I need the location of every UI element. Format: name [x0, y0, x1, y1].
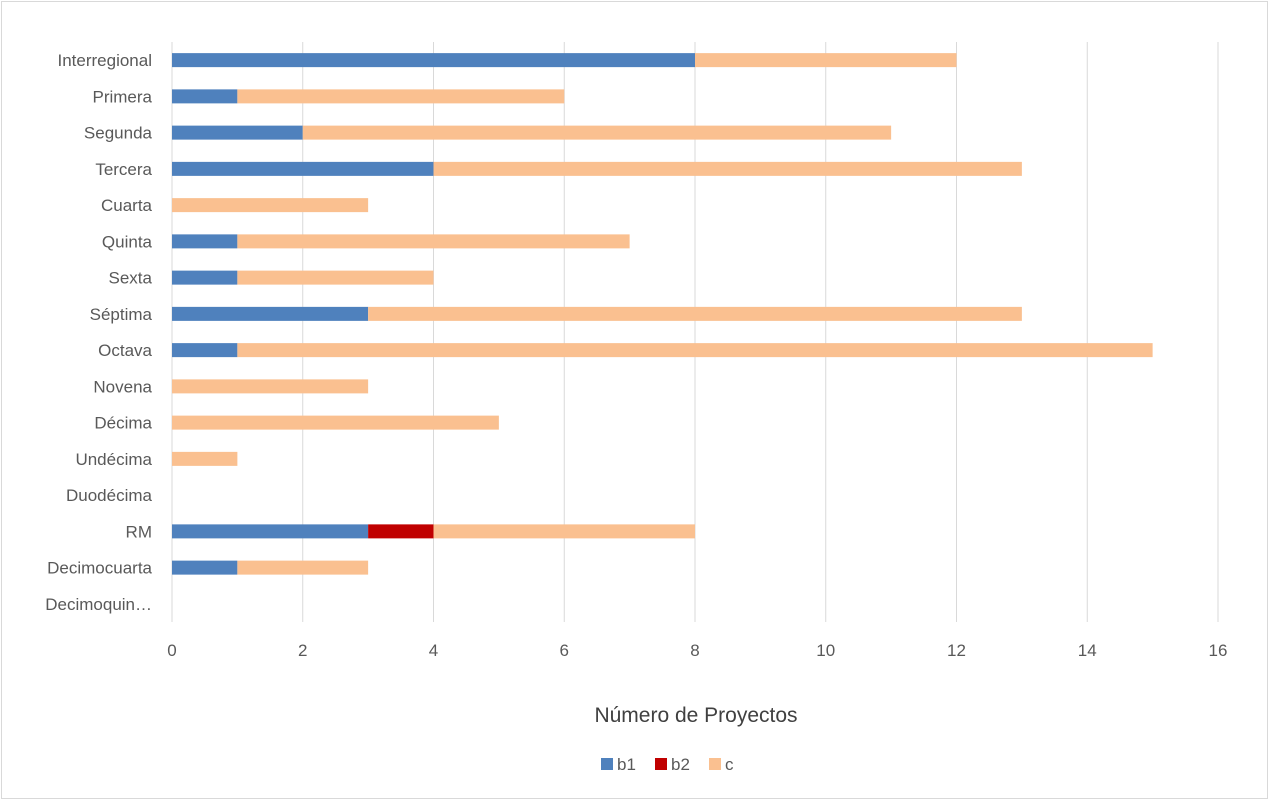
x-tick-label: 12 [947, 641, 966, 660]
x-tick-label: 4 [429, 641, 438, 660]
bar-b1 [172, 270, 238, 285]
tick-labels: 0 2 4 6 8 10 12 14 16 [167, 641, 1227, 660]
category-label: Interregional [57, 51, 152, 70]
x-tick-label: 10 [816, 641, 835, 660]
bar-b1 [172, 125, 303, 140]
category-label: Decimoquin… [45, 595, 152, 614]
bar-c [433, 161, 1022, 176]
category-label: Segunda [84, 124, 153, 143]
bar-c [172, 451, 238, 466]
bar-b1 [172, 53, 695, 68]
bar-b1 [172, 524, 369, 539]
bar-c [172, 198, 369, 213]
category-label: Duodécima [66, 486, 153, 505]
bar-b2 [368, 524, 434, 539]
bar-c [172, 415, 499, 430]
bar-c [237, 89, 565, 104]
bar-b1 [172, 234, 238, 249]
category-label: Novena [93, 377, 152, 396]
category-label: Undécima [75, 450, 152, 469]
legend-swatch-b2 [655, 758, 667, 770]
bar-b1 [172, 89, 238, 104]
bar-c [302, 125, 892, 140]
category-label: Sexta [109, 269, 153, 288]
category-labels: Interregional Primera Segunda Tercera Cuarta… [45, 51, 152, 614]
bar-b1 [172, 343, 238, 358]
category-label: Tercera [95, 160, 152, 179]
category-label: RM [126, 522, 152, 541]
category-label: Cuarta [101, 196, 153, 215]
category-label: Decimocuarta [47, 559, 152, 578]
bar-c [172, 379, 369, 394]
bar-c [695, 53, 957, 68]
category-label: Octava [98, 341, 152, 360]
bar-c [237, 234, 630, 249]
x-axis-title: Número de Proyectos [594, 704, 797, 727]
bar-b1 [172, 306, 369, 321]
bar-c [237, 270, 434, 285]
legend-label-c: c [725, 755, 734, 774]
x-tick-label: 8 [690, 641, 699, 660]
category-label: Quinta [102, 232, 153, 251]
legend-swatch-c [709, 758, 721, 770]
legend-label-b2: b2 [671, 755, 690, 774]
bar-b1 [172, 161, 434, 176]
bar-c [368, 306, 1022, 321]
bar-c [433, 524, 695, 539]
bar-c [237, 560, 369, 575]
category-label: Décima [94, 414, 152, 433]
x-tick-label: 0 [167, 641, 176, 660]
x-tick-label: 14 [1078, 641, 1097, 660]
bar-b1 [172, 560, 238, 575]
legend: b1 b2 c [601, 755, 734, 774]
x-tick-label: 2 [298, 641, 307, 660]
category-label: Séptima [90, 305, 153, 324]
bar-c [237, 343, 1153, 358]
category-label: Primera [92, 87, 152, 106]
legend-label-b1: b1 [617, 755, 636, 774]
bars [172, 53, 1153, 575]
x-tick-label: 16 [1209, 641, 1228, 660]
x-tick-label: 6 [560, 641, 569, 660]
legend-swatch-b1 [601, 758, 613, 770]
